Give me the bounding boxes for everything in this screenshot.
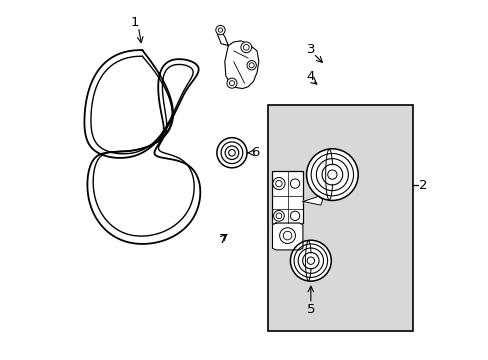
Circle shape xyxy=(226,78,237,88)
Circle shape xyxy=(290,240,330,281)
Circle shape xyxy=(306,257,314,264)
Circle shape xyxy=(273,211,284,221)
Circle shape xyxy=(327,170,336,179)
Bar xyxy=(267,105,412,330)
Circle shape xyxy=(290,211,299,221)
Circle shape xyxy=(272,177,285,190)
Text: 7: 7 xyxy=(218,233,227,246)
Circle shape xyxy=(246,60,256,70)
Circle shape xyxy=(224,146,238,159)
Circle shape xyxy=(298,248,323,273)
Circle shape xyxy=(306,149,357,201)
Polygon shape xyxy=(224,41,258,89)
Polygon shape xyxy=(217,30,228,45)
Polygon shape xyxy=(272,223,303,250)
Circle shape xyxy=(241,42,251,53)
Circle shape xyxy=(215,26,224,35)
Text: 1: 1 xyxy=(131,17,139,30)
Polygon shape xyxy=(303,196,322,205)
Text: 3: 3 xyxy=(306,42,314,55)
Circle shape xyxy=(316,159,347,191)
Text: 4: 4 xyxy=(306,69,314,82)
Circle shape xyxy=(290,179,299,188)
Text: 5: 5 xyxy=(306,303,314,316)
Text: 6: 6 xyxy=(250,146,259,159)
Circle shape xyxy=(217,138,246,168)
Text: 2: 2 xyxy=(418,179,427,192)
Circle shape xyxy=(279,228,295,243)
Bar xyxy=(272,171,303,223)
